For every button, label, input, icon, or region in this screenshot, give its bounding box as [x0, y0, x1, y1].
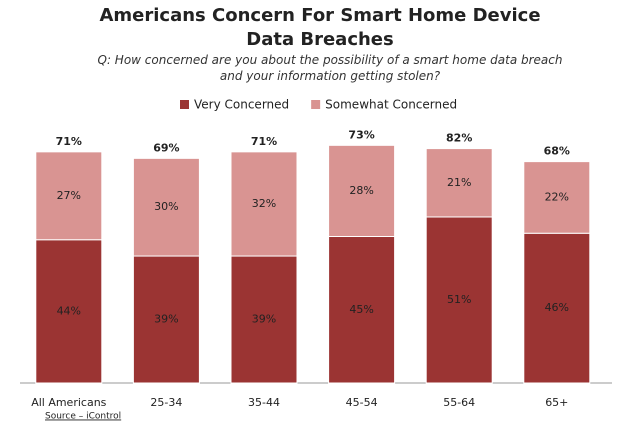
source: Source – iControl: [45, 412, 121, 422]
bar-segment: [35, 151, 103, 241]
data-label: 28%: [349, 184, 373, 197]
data-label: 45%: [349, 303, 373, 316]
total-label: 69%: [153, 141, 179, 154]
bar-segment: [328, 236, 396, 384]
x-tick-label: 55-64: [443, 396, 475, 409]
data-label: 51%: [447, 293, 471, 306]
total-label: 73%: [348, 128, 374, 141]
data-label: 39%: [154, 313, 178, 326]
data-label: 32%: [252, 197, 276, 210]
bar-segment: [523, 232, 591, 384]
legend-label: Somewhat Concerned: [325, 98, 457, 112]
bar-segment: [230, 151, 298, 257]
total-label: 71%: [251, 135, 277, 148]
legend-label: Very Concerned: [194, 98, 289, 112]
x-tick-label: 45-54: [346, 396, 378, 409]
data-label: 22%: [545, 190, 569, 203]
data-label: 30%: [154, 200, 178, 213]
x-tick-label: 65+: [545, 396, 568, 409]
legend-swatch: [180, 100, 189, 109]
x-tick-label: All Americans: [31, 396, 106, 409]
bar-segment: [328, 144, 396, 238]
data-label: 44%: [57, 304, 81, 317]
legend-swatch: [311, 100, 321, 109]
bar-segment: [425, 216, 493, 384]
bar-segment: [132, 255, 200, 384]
bar-segment: [132, 157, 200, 257]
chart-subtitle: Q: How concerned are you about the possi…: [97, 53, 563, 83]
chart-title: Americans Concern For Smart Home Device …: [99, 5, 541, 50]
bar-segment: [425, 148, 493, 218]
data-label: 27%: [57, 189, 81, 202]
bar-segment: [35, 239, 103, 384]
data-label: 46%: [545, 301, 569, 314]
x-tick-label: 35-44: [248, 396, 280, 409]
total-label: 71%: [56, 135, 82, 148]
data-label: 39%: [252, 313, 276, 326]
total-label: 68%: [544, 145, 570, 158]
total-label: 82%: [446, 132, 472, 145]
data-label: 21%: [447, 176, 471, 189]
bar-segment: [523, 161, 591, 234]
x-tick-label: 25-34: [150, 396, 182, 409]
